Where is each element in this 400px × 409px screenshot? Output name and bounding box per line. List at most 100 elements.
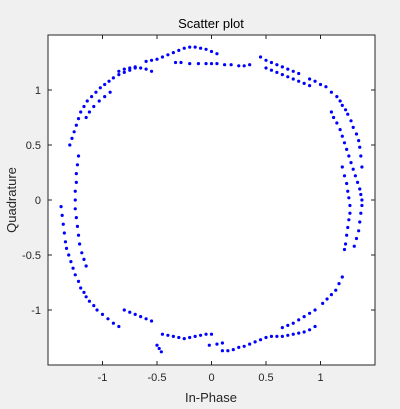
scatter-point: [209, 49, 214, 54]
scatter-point: [340, 165, 344, 169]
scatter-point: [291, 332, 295, 336]
scatter-point: [286, 333, 290, 337]
x-tick-label: 0.5: [258, 372, 273, 384]
scatter-point: [103, 82, 107, 87]
scatter-point: [360, 203, 364, 208]
scatter-point: [122, 70, 126, 74]
scatter-point: [359, 211, 363, 215]
scatter-point: [269, 60, 274, 65]
scatter-point: [63, 240, 68, 244]
scatter-point: [144, 67, 148, 71]
scatter-point: [354, 132, 359, 136]
scatter-point: [117, 324, 121, 329]
scatter-point: [226, 349, 230, 353]
scatter-point: [71, 266, 75, 270]
scatter-point: [61, 222, 65, 226]
scatter-point: [286, 67, 290, 71]
scatter-point: [173, 60, 178, 65]
scatter-point: [264, 58, 268, 62]
scatter-point: [75, 224, 80, 228]
scatter-point: [87, 299, 92, 303]
scatter-point: [338, 99, 342, 103]
x-axis-label: In-Phase: [185, 390, 237, 405]
scatter-point: [340, 134, 344, 138]
scatter-point: [215, 52, 219, 56]
scatter-point: [355, 180, 360, 184]
scatter-point: [258, 55, 263, 59]
scatter-point: [269, 68, 274, 72]
scatter-point: [209, 62, 214, 66]
scatter-point: [340, 103, 344, 107]
scatter-point: [291, 69, 295, 73]
scatter-point: [286, 323, 290, 327]
scatter-point: [182, 337, 186, 341]
points-layer: [59, 45, 364, 354]
scatter-point: [340, 275, 344, 279]
scatter-point: [155, 343, 159, 347]
scatter-point: [182, 46, 186, 50]
scatter-point: [70, 136, 74, 140]
scatter-point: [76, 233, 81, 237]
scatter-point: [69, 260, 73, 264]
scatter-point: [291, 77, 295, 81]
scatter-point: [149, 58, 154, 62]
scatter-point: [196, 62, 201, 66]
scatter-point: [207, 343, 211, 347]
scatter-point: [95, 308, 99, 312]
scatter-point: [360, 165, 364, 169]
scatter-point: [60, 213, 64, 217]
scatter-point: [98, 86, 102, 90]
scatter-point: [76, 279, 81, 283]
y-tick-label: 0: [35, 195, 41, 207]
scatter-point: [82, 104, 86, 109]
scatter-point: [199, 46, 203, 50]
scatter-point: [269, 334, 274, 338]
scatter-point: [73, 189, 77, 193]
scatter-point: [90, 95, 94, 99]
scatter-point: [220, 349, 224, 353]
scatter-point: [122, 67, 126, 71]
scatter-point: [166, 53, 170, 57]
scatter-point: [139, 315, 143, 319]
scatter-point: [324, 85, 328, 89]
scatter-point: [353, 174, 357, 178]
scatter-point: [100, 312, 105, 316]
scatter-point: [308, 84, 312, 88]
scatter-point: [297, 318, 301, 322]
y-tick-label: 1: [35, 85, 41, 97]
scatter-point: [80, 251, 84, 255]
scatter-point: [78, 242, 82, 246]
scatter-point: [72, 130, 76, 134]
scatter-point: [188, 335, 192, 340]
scatter-point: [297, 79, 301, 83]
scatter-point: [351, 167, 355, 171]
scatter-point: [334, 288, 338, 292]
scatter-point: [346, 225, 350, 230]
scatter-point: [160, 332, 165, 336]
scatter-point: [352, 244, 356, 248]
scatter-point: [302, 81, 306, 85]
scatter-point: [342, 247, 347, 252]
scatter-point: [188, 45, 192, 49]
scatter-point: [308, 311, 312, 315]
scatter-point: [343, 108, 348, 112]
scatter-point: [76, 117, 81, 121]
scatter-point: [94, 90, 98, 94]
scatter-point: [144, 59, 148, 64]
scatter-point: [74, 123, 78, 127]
scatter-point: [73, 198, 77, 202]
scatter-point: [133, 312, 137, 316]
scatter-point: [335, 95, 339, 99]
scatter-point: [325, 297, 329, 301]
scatter-point: [106, 317, 110, 321]
scatter-point: [199, 333, 203, 337]
scatter-point: [128, 310, 132, 314]
scatter-point: [166, 333, 170, 337]
scatter-point: [215, 342, 219, 346]
scatter-point: [117, 73, 121, 77]
scatter-point: [160, 55, 165, 59]
y-tick-label: -0.5: [22, 250, 41, 262]
scatter-point: [348, 211, 352, 215]
